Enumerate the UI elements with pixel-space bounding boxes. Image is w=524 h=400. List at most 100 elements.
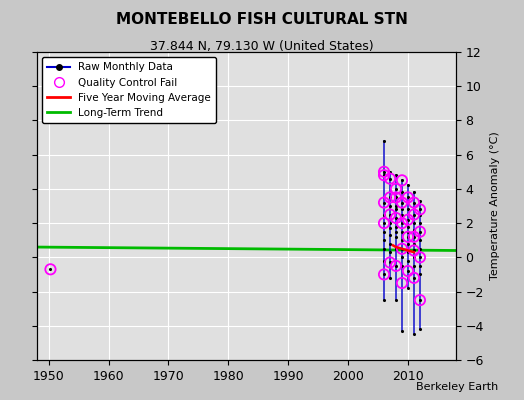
Point bbox=[416, 211, 424, 218]
Point bbox=[404, 223, 412, 230]
Y-axis label: Temperature Anomaly (°C): Temperature Anomaly (°C) bbox=[489, 132, 499, 280]
Point bbox=[386, 220, 394, 226]
Point bbox=[386, 211, 394, 218]
Point bbox=[392, 186, 400, 192]
Point bbox=[404, 216, 412, 223]
Point bbox=[416, 263, 424, 269]
Point bbox=[404, 249, 412, 256]
Point bbox=[398, 228, 406, 235]
Point bbox=[398, 237, 406, 244]
Point bbox=[398, 246, 406, 252]
Point bbox=[386, 168, 394, 175]
Point bbox=[386, 249, 394, 256]
Point bbox=[404, 258, 412, 264]
Text: MONTEBELLO FISH CULTURAL STN: MONTEBELLO FISH CULTURAL STN bbox=[116, 12, 408, 27]
Point bbox=[386, 240, 394, 247]
Point bbox=[410, 189, 418, 196]
Point bbox=[380, 199, 388, 206]
Point bbox=[380, 168, 388, 175]
Point bbox=[416, 228, 424, 235]
Point bbox=[392, 234, 400, 240]
Point bbox=[410, 254, 418, 260]
Point bbox=[398, 280, 406, 286]
Point bbox=[404, 234, 412, 240]
Point bbox=[392, 297, 400, 303]
Point bbox=[404, 206, 412, 213]
Point bbox=[380, 258, 388, 264]
Point bbox=[410, 247, 418, 254]
Point bbox=[386, 225, 394, 232]
Point bbox=[386, 176, 394, 182]
Point bbox=[380, 297, 388, 303]
Point bbox=[404, 194, 412, 201]
Point bbox=[386, 232, 394, 238]
Point bbox=[380, 172, 388, 178]
Point bbox=[410, 263, 418, 269]
Point bbox=[398, 189, 406, 196]
Point bbox=[416, 206, 424, 213]
Point bbox=[416, 297, 424, 303]
Point bbox=[392, 228, 400, 235]
Legend: Raw Monthly Data, Quality Control Fail, Five Year Moving Average, Long-Term Tren: Raw Monthly Data, Quality Control Fail, … bbox=[42, 57, 216, 123]
Point bbox=[410, 275, 418, 281]
Point bbox=[416, 246, 424, 252]
Point bbox=[386, 259, 394, 266]
Point bbox=[392, 194, 400, 201]
Point bbox=[380, 138, 388, 144]
Point bbox=[410, 234, 418, 240]
Point bbox=[380, 211, 388, 218]
Point bbox=[386, 259, 394, 266]
Point bbox=[404, 285, 412, 291]
Point bbox=[416, 254, 424, 260]
Point bbox=[386, 194, 394, 201]
Point bbox=[410, 275, 418, 281]
Point bbox=[404, 268, 412, 274]
Point bbox=[404, 216, 412, 223]
Point bbox=[416, 198, 424, 204]
Point bbox=[392, 186, 400, 192]
Point bbox=[410, 199, 418, 206]
Point bbox=[416, 254, 424, 260]
Point bbox=[392, 194, 400, 201]
Point bbox=[392, 172, 400, 178]
Point bbox=[392, 206, 400, 213]
Point bbox=[392, 215, 400, 221]
Point bbox=[386, 211, 394, 218]
Point bbox=[404, 268, 412, 274]
Point bbox=[404, 234, 412, 240]
Point bbox=[380, 271, 388, 278]
Point bbox=[416, 297, 424, 303]
Point bbox=[380, 246, 388, 252]
Point bbox=[404, 240, 412, 247]
Point bbox=[410, 220, 418, 226]
Point bbox=[410, 247, 418, 254]
Point bbox=[410, 199, 418, 206]
Point bbox=[392, 223, 400, 230]
Point bbox=[398, 199, 406, 206]
Point bbox=[398, 211, 406, 218]
Point bbox=[410, 331, 418, 338]
Point bbox=[398, 246, 406, 252]
Point bbox=[410, 211, 418, 218]
Point bbox=[398, 199, 406, 206]
Point bbox=[398, 177, 406, 184]
Point bbox=[398, 220, 406, 226]
Point bbox=[386, 194, 394, 201]
Point bbox=[46, 266, 54, 272]
Text: 37.844 N, 79.130 W (United States): 37.844 N, 79.130 W (United States) bbox=[150, 40, 374, 53]
Point bbox=[416, 326, 424, 332]
Point bbox=[380, 228, 388, 235]
Point bbox=[416, 228, 424, 235]
Point bbox=[416, 271, 424, 278]
Point bbox=[380, 220, 388, 226]
Point bbox=[392, 246, 400, 252]
Point bbox=[410, 211, 418, 218]
Point bbox=[410, 234, 418, 240]
Point bbox=[398, 177, 406, 184]
Point bbox=[392, 263, 400, 269]
Point bbox=[404, 228, 412, 235]
Point bbox=[398, 328, 406, 334]
Point bbox=[392, 263, 400, 269]
Point bbox=[386, 203, 394, 209]
Point bbox=[380, 172, 388, 178]
